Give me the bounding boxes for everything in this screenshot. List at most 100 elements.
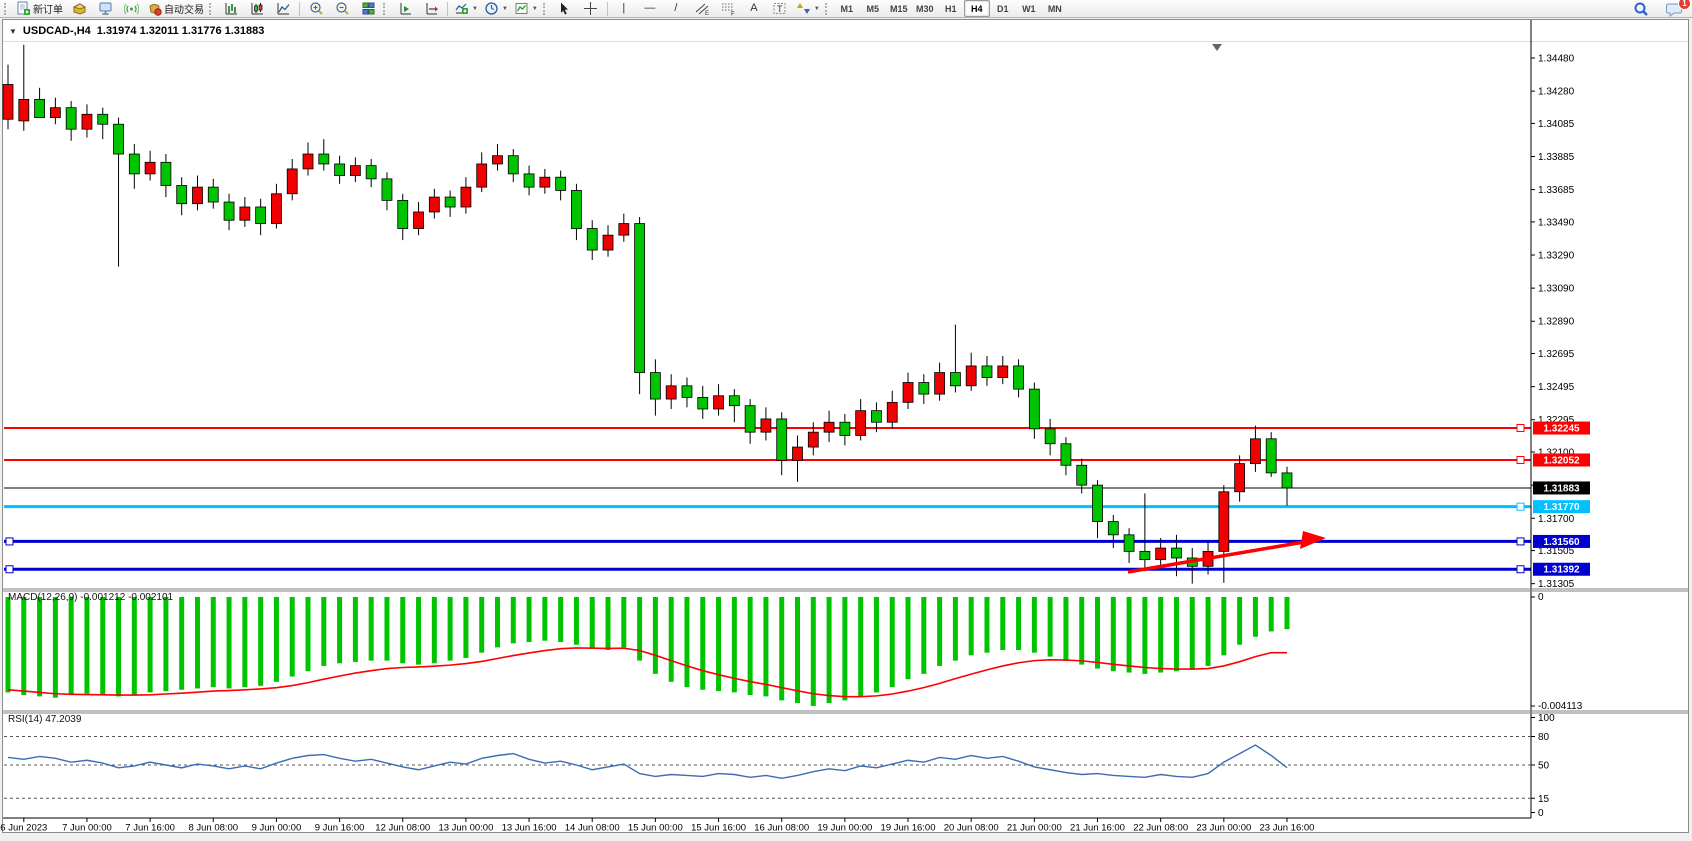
line-chart-button[interactable] — [270, 0, 296, 18]
macd-histogram-bar — [542, 597, 548, 641]
notifications-button[interactable]: 1 — [1660, 0, 1691, 18]
line-handle[interactable] — [1516, 565, 1525, 574]
crosshair-tool-button[interactable] — [578, 0, 604, 18]
timeframe-m30-button[interactable]: M30 — [916, 3, 934, 14]
macd-histogram-bar — [52, 597, 58, 698]
macd-histogram-bar — [605, 597, 611, 651]
candle-body — [81, 113, 93, 130]
market-watch-button[interactable] — [66, 0, 92, 18]
trend-arrow-line[interactable] — [1127, 539, 1311, 574]
collapse-triangle-icon[interactable]: ▼ — [9, 26, 17, 36]
timeframe-m15-button[interactable]: M15 — [890, 3, 908, 14]
candle-body — [1044, 428, 1056, 445]
time-tick-label: 7 Jun 00:00 — [62, 823, 112, 834]
tile-windows-icon — [362, 2, 374, 15]
signals-button[interactable] — [118, 0, 144, 18]
candle-body — [1013, 365, 1024, 390]
macd-histogram-bar — [289, 597, 295, 677]
zoom-out-button[interactable] — [329, 0, 355, 18]
trendline-tool-button[interactable]: / — [663, 0, 689, 18]
line-handle[interactable] — [5, 537, 14, 546]
bar-chart-button[interactable] — [218, 0, 244, 18]
timeframe-m1-button[interactable]: M1 — [840, 3, 854, 14]
periods-dropdown[interactable]: ▼ — [481, 0, 511, 18]
macd-histogram-bar — [716, 597, 722, 692]
candle-body — [776, 418, 788, 461]
chart-shift-button[interactable] — [418, 0, 444, 18]
trend-arrow-head[interactable] — [1300, 531, 1326, 549]
line-handle[interactable] — [1516, 502, 1525, 511]
text-label-tool-button[interactable]: T — [767, 0, 793, 18]
price-tick-label: 1.33885 — [1538, 152, 1575, 163]
line-handle[interactable] — [1516, 424, 1525, 433]
macd-histogram-bar — [242, 597, 248, 688]
time-axis[interactable]: 6 Jun 2023 7 Jun 00:00 7 Jun 16:00 8 Jun 08… — [0, 818, 1314, 834]
search-button[interactable] — [1628, 0, 1654, 18]
candle-body — [192, 186, 203, 205]
vline-tool-button[interactable]: | — [611, 0, 637, 18]
line-handle[interactable] — [1516, 455, 1525, 464]
indicators-dropdown[interactable]: ▼ — [451, 0, 481, 18]
candle-body — [902, 382, 914, 403]
toolbar-grip — [4, 2, 11, 15]
text-label-icon: T — [773, 3, 786, 14]
timeframe-m5-button[interactable]: M5 — [866, 3, 880, 14]
text-tool-button[interactable]: A — [741, 0, 767, 18]
candle-body — [634, 223, 645, 373]
price-tick-label: 1.34085 — [1538, 119, 1575, 130]
macd-histogram-bar — [5, 597, 11, 693]
text-icon: A — [750, 2, 758, 14]
candle-body — [160, 161, 172, 186]
price-tick-label: 1.33090 — [1538, 284, 1575, 295]
svg-text:T: T — [777, 4, 783, 14]
candle-body — [1139, 550, 1151, 561]
timeframe-mn-button[interactable]: MN — [1047, 3, 1062, 14]
rsi-axis-label: 15 — [1538, 794, 1550, 805]
templates-dropdown[interactable]: ▼ — [511, 0, 541, 18]
fibonacci-tool-button[interactable]: F — [715, 0, 741, 18]
timeframe-d1-button[interactable]: D1 — [997, 3, 1009, 14]
macd-histogram-bar — [1158, 597, 1164, 673]
zoom-in-button[interactable] — [303, 0, 329, 18]
clock-icon — [485, 2, 498, 15]
time-tick-label: 20 Jun 08:00 — [944, 823, 999, 834]
timeframe-w1-button[interactable]: W1 — [1022, 3, 1036, 14]
macd-histogram-bar — [1079, 597, 1085, 665]
price-axis[interactable]: 1.34480 1.34280 1.34085 1.33885 1.33685 1.334… — [1530, 20, 1590, 818]
timeframe-h1-button[interactable]: H1 — [945, 3, 957, 14]
crosshair-icon — [584, 2, 598, 15]
autotrade-button[interactable]: 自动交易 — [144, 0, 207, 18]
candle-body — [855, 410, 867, 436]
macd-signal-line — [7, 647, 1287, 698]
cursor-tool-button[interactable] — [552, 0, 578, 18]
arrows-tool-dropdown[interactable]: ▼ — [793, 0, 823, 18]
rsi-axis-label: 100 — [1538, 713, 1555, 724]
annotations-layer[interactable] — [1127, 44, 1326, 574]
line-handle[interactable] — [1516, 537, 1525, 546]
candle-body — [1155, 547, 1167, 561]
macd-histogram-bar — [463, 597, 469, 658]
chart-window-title[interactable]: ▼ USDCAD-,H4 1.31974 1.32011 1.31776 1.3… — [9, 25, 264, 37]
candle-chart-button[interactable] — [244, 0, 270, 18]
equidistant-channel-icon: E — [695, 3, 709, 16]
timeframe-h4-button[interactable]: H4 — [963, 0, 990, 17]
macd-histogram-bar — [368, 597, 374, 661]
terminal-button[interactable] — [92, 0, 118, 18]
auto-scroll-button[interactable] — [392, 0, 418, 18]
autotrade-label: 自动交易 — [164, 5, 204, 16]
tile-windows-button[interactable] — [355, 0, 381, 18]
macd-histogram-bar — [1237, 597, 1243, 645]
line-handle[interactable] — [5, 565, 14, 574]
candle-body — [255, 206, 267, 224]
hline-tool-button[interactable]: — — [637, 0, 663, 18]
dropdown-arrow-icon: ▼ — [501, 5, 508, 12]
chart-shift-marker[interactable] — [1212, 44, 1222, 51]
price-badge — [1533, 562, 1590, 576]
price-tick-label: 1.33685 — [1538, 185, 1575, 196]
time-tick-label: 6 Jun 2023 — [0, 823, 47, 834]
channel-tool-button[interactable]: E — [689, 0, 715, 18]
macd-axis-label: -0.004113 — [1538, 701, 1583, 712]
macd-histogram-bar — [321, 597, 327, 666]
new-order-button[interactable]: 新订单 — [13, 0, 66, 18]
